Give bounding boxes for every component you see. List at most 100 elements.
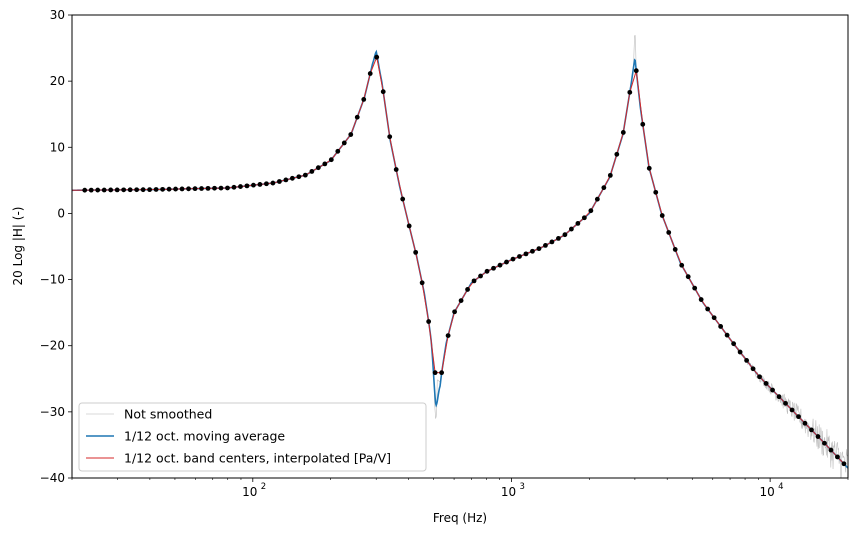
band-center-point [192,186,198,192]
band-center-point [815,434,821,439]
band-center-point [737,349,743,355]
band-center-point [127,187,133,193]
legend-label-not-smoothed: Not smoothed [124,407,212,422]
band-center-point [361,97,367,102]
band-center-markers [82,54,847,467]
band-center-point [497,262,503,268]
band-center-point [744,358,749,363]
legend-label-band-centers: 1/12 oct. band centers, interpolated [Pa… [124,451,391,466]
x-tick-label: 10 [759,485,774,499]
band-center-point [517,254,522,259]
band-center-point [562,232,568,238]
band-center-point [400,196,406,202]
legend: Not smoothed 1/12 oct. moving average 1/… [78,402,427,472]
x-axis-label: Freq (Hz) [433,511,487,525]
band-center-point [452,309,457,315]
band-center-point [711,315,717,321]
x-tick-exponent: 4 [778,482,783,492]
x-tick-label: 10 [501,485,516,499]
band-center-point [679,262,685,268]
band-center-point [341,140,347,146]
band-center-point [270,180,276,186]
band-center-point [672,247,678,252]
band-center-point [354,114,360,120]
band-center-point [478,273,483,279]
band-center-point [458,298,464,304]
y-axis: −40 −30 −20 −10 0 10 20 30 [40,8,72,485]
band-center-point [225,185,230,191]
band-center-point [160,186,166,192]
band-center-point [556,236,561,241]
band-center-point [309,169,315,174]
band-center-point [536,246,542,252]
band-center-point [685,274,691,280]
band-center-point [653,189,659,195]
band-center-point [666,230,672,235]
band-center-point [802,420,808,426]
band-center-point [445,333,451,338]
band-center-point [315,165,321,171]
band-center-point [439,370,445,376]
band-center-point [264,181,269,187]
band-center-point [569,226,574,232]
band-center-point [166,186,172,192]
band-center-point [835,454,840,460]
band-center-point [763,381,769,386]
band-center-point [620,130,626,135]
x-tick-exponent: 2 [261,482,266,492]
band-center-point [95,187,101,193]
band-center-point [484,268,490,274]
band-center-point [471,278,477,284]
band-center-point [88,187,94,193]
band-center-point [601,185,607,191]
band-center-point [627,89,633,95]
band-center-point [173,186,178,192]
band-center-point [296,174,302,180]
band-center-point [724,332,730,338]
band-center-point [432,370,438,376]
band-center-point [140,187,146,193]
y-tick-label: −30 [40,405,65,419]
band-center-point [101,187,107,193]
band-center-point [406,223,412,229]
band-center-point [387,134,393,140]
y-tick-label: 30 [50,8,65,22]
band-center-point [302,172,308,178]
band-center-point [121,187,127,193]
band-center-point [822,440,827,446]
band-center-point [322,161,328,167]
x-axis: 10 2 10 3 10 4 [71,478,849,499]
band-center-point [465,287,470,292]
band-center-point [335,148,341,154]
band-center-point [289,175,295,181]
band-center-point [244,183,250,189]
band-center-point [374,54,380,60]
band-center-point [134,187,140,193]
band-center-point [530,248,535,254]
band-center-point [549,239,555,245]
band-center-point [153,187,159,192]
y-tick-label: 10 [50,140,65,154]
band-center-point [348,132,354,137]
band-center-point [776,394,782,400]
band-center-point [212,185,217,191]
band-center-point [607,172,613,178]
band-center-point [588,208,594,214]
band-center-point [218,185,224,191]
band-center-point [796,414,801,420]
band-center-point [277,179,282,184]
band-center-point [633,68,639,74]
legend-label-moving-average: 1/12 oct. moving average [124,429,285,444]
band-center-point [257,182,263,187]
band-center-point [114,187,120,193]
band-center-point [419,280,425,286]
y-tick-label: −10 [40,273,65,287]
band-center-point [108,187,114,193]
band-center-point [491,265,496,271]
plot-frame [71,14,849,479]
band-center-point [199,186,204,191]
band-center-point [426,319,432,324]
band-center-point [614,151,620,157]
band-center-point [770,387,775,393]
